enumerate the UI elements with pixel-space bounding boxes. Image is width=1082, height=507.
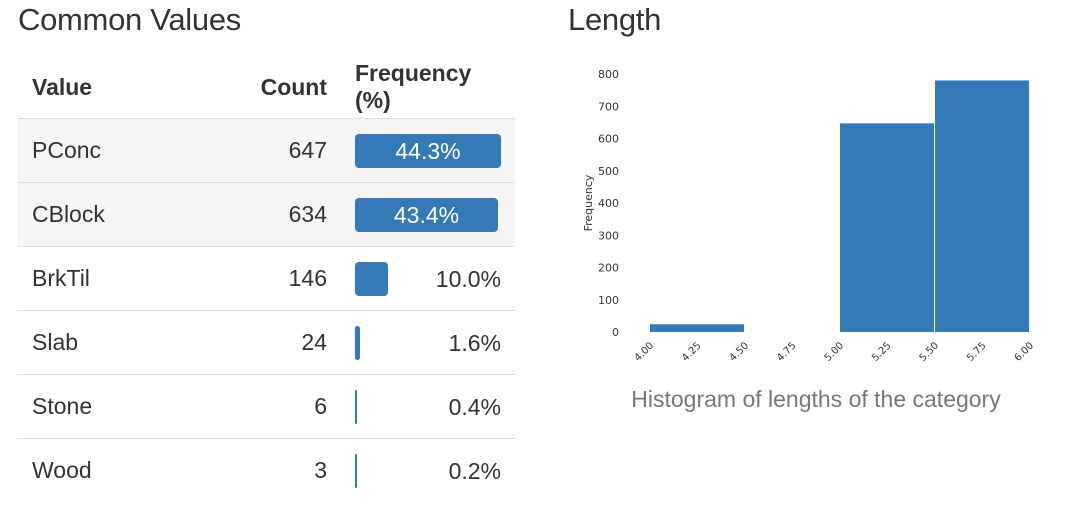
histogram-bar (935, 80, 1029, 332)
y-tick-label: 400 (598, 197, 619, 210)
frequency-bar: 44.3% (355, 133, 501, 168)
x-tick-label: 5.00 (823, 340, 847, 364)
y-tick-label: 500 (598, 165, 619, 178)
x-tick-label: 5.75 (965, 340, 989, 364)
y-tick-label: 200 (598, 262, 619, 275)
table-row: Wood 3 0.2% (18, 439, 515, 503)
x-tick-label: 4.00 (633, 340, 657, 364)
count-column-header[interactable]: Count (212, 56, 341, 119)
frequency-label: 0.4% (448, 393, 501, 420)
table-row: CBlock 634 43.4% (18, 182, 515, 247)
table-row: PConc 647 44.3% (18, 118, 515, 183)
y-tick-label: 100 (598, 294, 619, 307)
common-values-table: Value Count Frequency (%) PConc 647 44.3… (18, 56, 515, 502)
frequency-cell: 1.6% (341, 310, 515, 375)
frequency-label: 10.0% (435, 265, 501, 292)
x-tick-label: 5.25 (870, 340, 894, 364)
value-cell: Stone (18, 374, 212, 439)
y-tick-label: 800 (598, 68, 619, 81)
frequency-label: 1.6% (448, 329, 501, 356)
value-cell: Wood (32, 457, 92, 483)
x-tick-label: 6.00 (1013, 340, 1037, 364)
y-tick-label: 0 (612, 326, 619, 339)
value-cell: BrkTil (18, 246, 212, 311)
count-cell: 146 (212, 246, 341, 311)
y-tick-label: 300 (598, 229, 619, 242)
histogram-caption: Histogram of lengths of the category (631, 386, 1001, 412)
frequency-bar (355, 453, 357, 488)
frequency-label: 0.2% (448, 457, 501, 484)
count-cell: 24 (212, 310, 341, 375)
frequency-bar (355, 389, 357, 424)
length-histogram: 0 100 200 300 400 500 600 700 800 4.00 4.25 4.50 4.7… (582, 68, 1037, 364)
table-row: Stone 6 0.4% (18, 374, 515, 439)
frequency-cell: 0.4% (341, 374, 515, 439)
x-tick-label: 4.50 (728, 340, 752, 364)
value-cell: CBlock (18, 182, 212, 247)
table-row: BrkTil 146 10.0% (18, 246, 515, 311)
x-tick-label: 4.75 (775, 340, 799, 364)
frequency-cell: 44.3% (341, 118, 515, 183)
y-tick-label: 600 (598, 133, 619, 146)
common-values-title: Common Values (18, 2, 241, 37)
length-title: Length (568, 2, 662, 37)
value-column-header[interactable]: Value (18, 56, 212, 119)
value-cell: Slab (18, 310, 212, 375)
value-cell: PConc (18, 118, 212, 183)
frequency-cell: 10.0% (341, 246, 515, 311)
count-cell: 634 (212, 182, 341, 247)
count-cell: 647 (212, 118, 341, 183)
table-header-row: Value Count Frequency (%) (18, 56, 515, 119)
frequency-cell: 0.2% (341, 439, 515, 503)
x-tick-label: 4.25 (680, 340, 704, 364)
y-tick-label: 700 (598, 100, 619, 113)
count-cell: 6 (212, 374, 341, 439)
frequency-bar: 43.4% (355, 197, 498, 232)
histogram-bar (650, 324, 744, 332)
frequency-bar (355, 325, 360, 360)
table-row: Slab 24 1.6% (18, 310, 515, 375)
x-tick-label: 5.50 (918, 340, 942, 364)
y-axis-label: Frequency (582, 174, 595, 231)
frequency-bar (355, 261, 388, 296)
count-cell: 3 (314, 457, 327, 483)
histogram-bar (840, 123, 934, 332)
frequency-cell: 43.4% (341, 182, 515, 247)
frequency-column-header[interactable]: Frequency (%) (341, 56, 515, 119)
